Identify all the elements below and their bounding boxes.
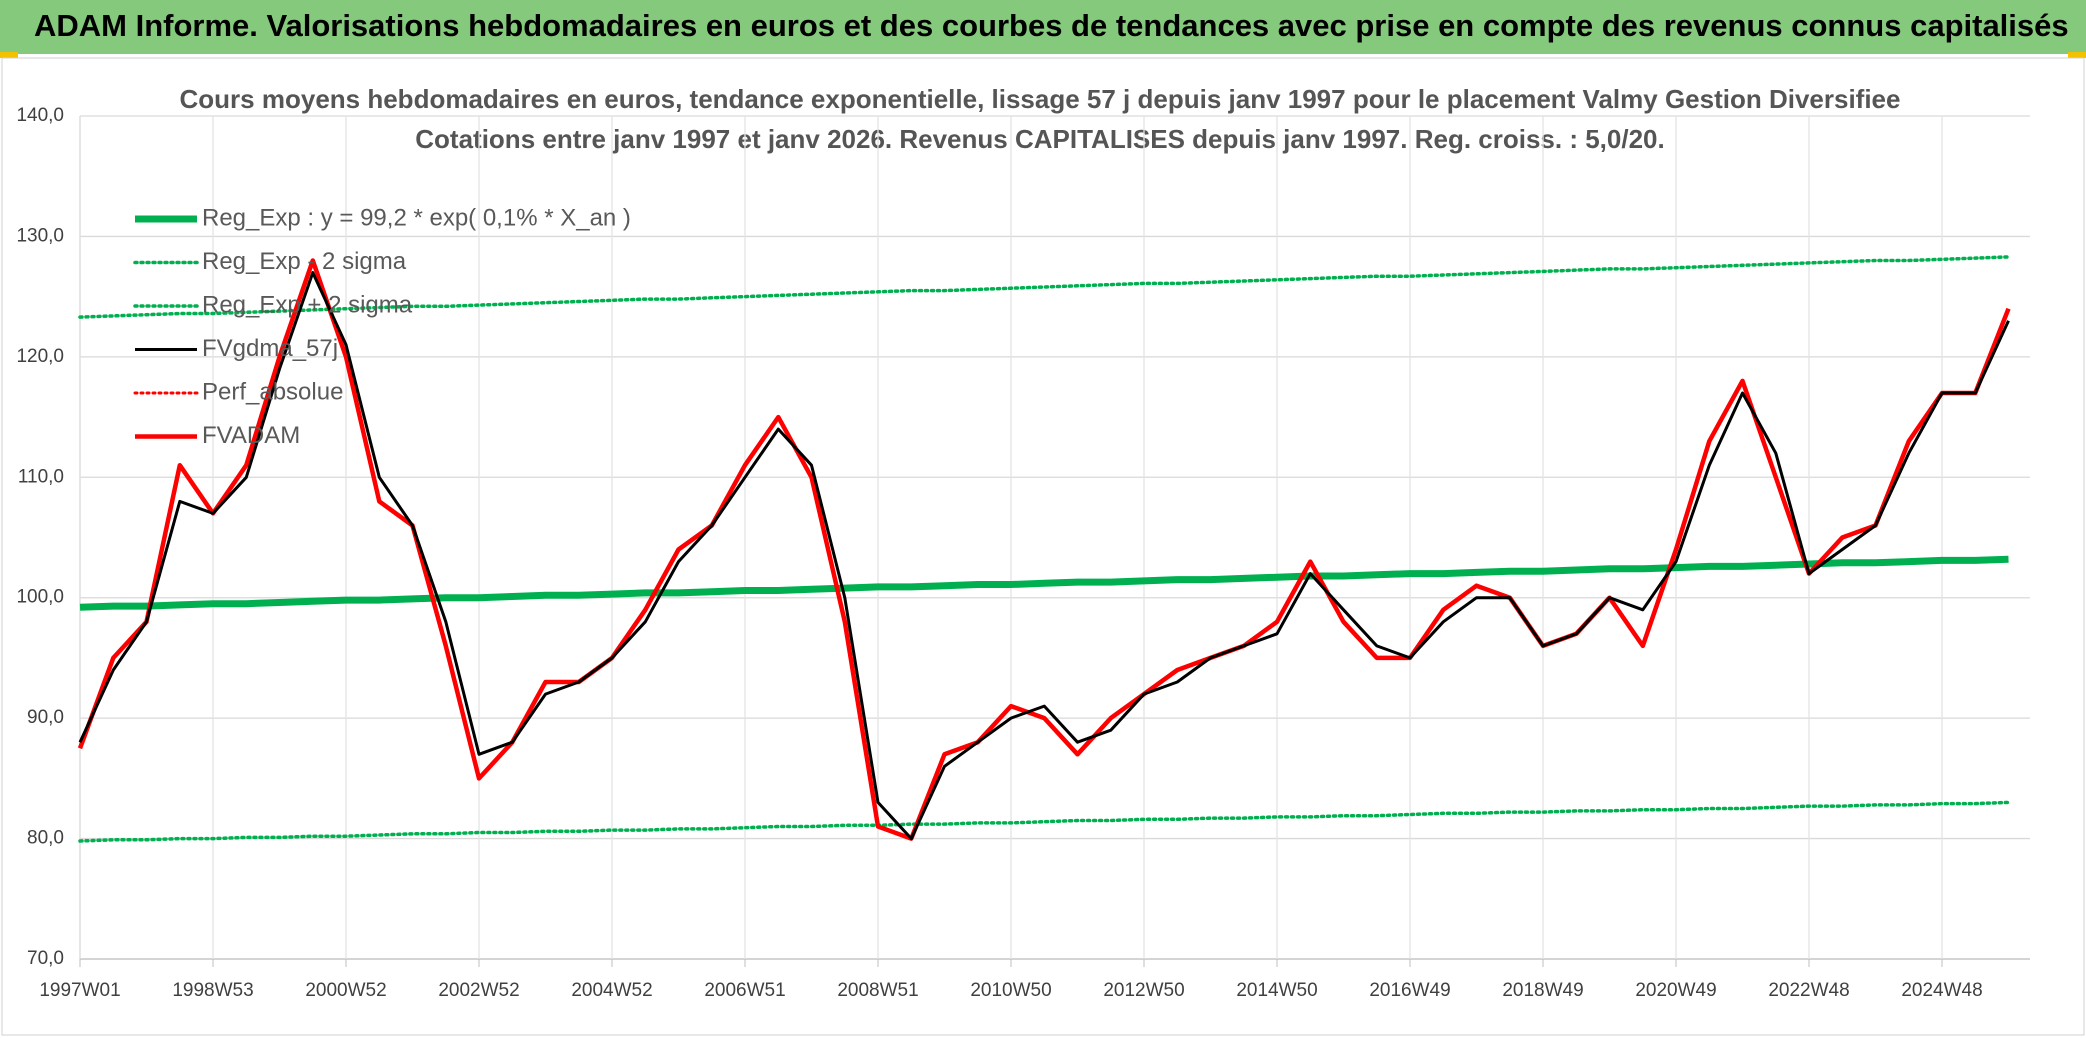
series-line (77, 258, 2011, 841)
chart-frame (1, 57, 2085, 1036)
x-tick-label: 2024W48 (1901, 980, 1982, 1001)
y-tick-label: 70,0 (27, 948, 64, 969)
y-tick-label: 120,0 (16, 346, 64, 367)
y-tick-label: 140,0 (16, 105, 64, 126)
chart-title: Cours moyens hebdomadaires en euros, ten… (180, 84, 1901, 114)
series-line (78, 255, 2011, 319)
legend-label: Reg_Exp + 2 sigma (202, 291, 413, 318)
y-tick-label: 110,0 (18, 466, 64, 487)
x-tick-label: 2006W51 (704, 980, 785, 1001)
corner-mark (2068, 52, 2086, 58)
banner-title: ADAM Informe. Valorisations hebdomadaire… (34, 8, 2069, 43)
x-tick-label: 2014W50 (1236, 980, 1317, 1001)
x-tick-label: 2002W52 (438, 980, 519, 1001)
x-tick-label: 2022W48 (1768, 980, 1849, 1001)
series-line (79, 555, 2009, 611)
y-tick-label: 130,0 (16, 225, 64, 246)
chart-subtitle: Cotations entre janv 1997 et janv 2026. … (415, 124, 1664, 154)
corner-mark (0, 52, 18, 58)
legend-label: Reg_Exp - 2 sigma (202, 248, 407, 275)
x-tick-label: 2010W50 (970, 980, 1051, 1001)
x-tick-label: 2000W52 (305, 980, 386, 1001)
y-tick-label: 80,0 (27, 828, 64, 849)
y-tick-label: 90,0 (27, 707, 64, 728)
legend-label: FVgdma_57j (202, 335, 338, 362)
x-tick-label: 2008W51 (837, 980, 918, 1001)
legend-label: Perf_absolue (202, 378, 343, 405)
legend-label: Reg_Exp : y = 99,2 * exp( 0,1% * X_an ) (202, 204, 631, 231)
y-tick-label: 100,0 (16, 587, 64, 608)
x-tick-label: 1998W53 (172, 980, 253, 1001)
banner (0, 0, 2086, 54)
x-tick-label: 2004W52 (571, 980, 652, 1001)
x-tick-label: 1997W01 (39, 980, 120, 1001)
x-tick-label: 2012W50 (1103, 980, 1184, 1001)
x-tick-label: 2018W49 (1502, 980, 1583, 1001)
x-tick-label: 2016W49 (1369, 980, 1450, 1001)
series-line (78, 800, 2011, 843)
legend-label: FVADAM (202, 422, 300, 449)
series-line (78, 271, 2010, 841)
x-tick-label: 2020W49 (1635, 980, 1716, 1001)
